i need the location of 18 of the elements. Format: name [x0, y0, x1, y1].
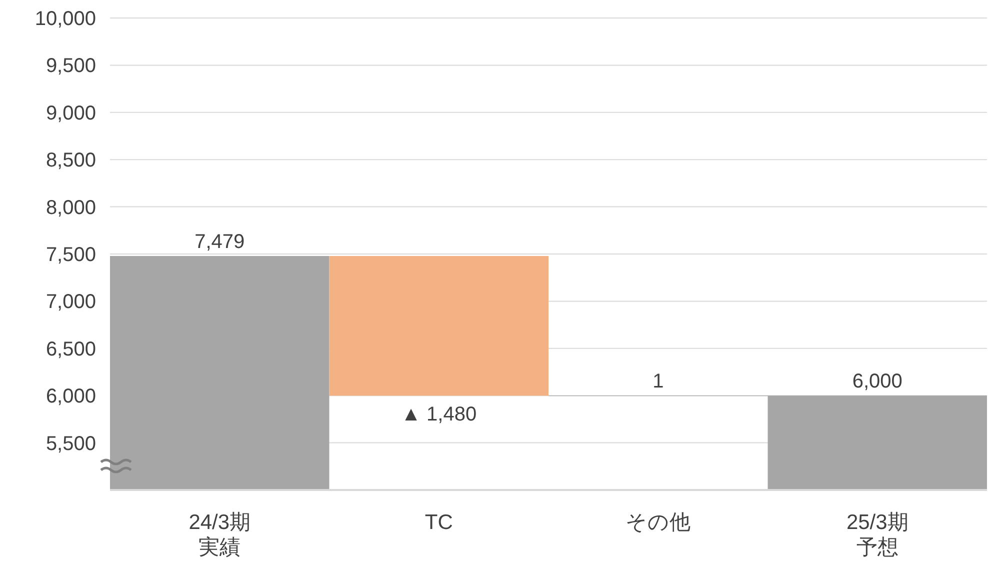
x-tick-label: その他 — [624, 510, 692, 535]
y-tick-label: 9,000 — [46, 102, 96, 124]
y-tick-label: 10,000 — [34, 8, 96, 30]
y-tick-label: 7,000 — [46, 291, 96, 314]
y-tick-label: 9,500 — [46, 55, 96, 78]
y-tick-label: 6,000 — [46, 386, 96, 408]
y-tick-label: 5,500 — [46, 432, 96, 455]
data-label: 1 — [652, 370, 664, 393]
data-label: ▲ 1,480 — [401, 404, 477, 426]
x-tick-label: 24/3期実績 — [188, 510, 252, 560]
y-tick-label: 8,500 — [46, 150, 96, 172]
x-tick-label: TC — [424, 510, 454, 535]
y-tick-label: 6,500 — [46, 338, 96, 360]
data-label: 7,479 — [194, 230, 245, 253]
x-tick-label: 25/3期予想 — [845, 510, 910, 560]
data-label: 6,000 — [852, 370, 902, 393]
y-tick-label: 7,500 — [46, 244, 96, 266]
y-tick-label: 8,000 — [46, 196, 96, 219]
